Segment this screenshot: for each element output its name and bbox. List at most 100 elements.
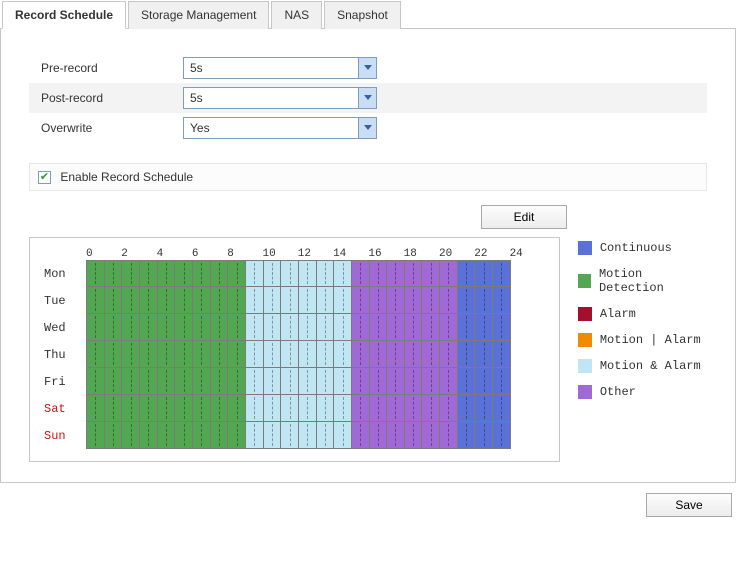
cell[interactable] bbox=[87, 368, 105, 395]
cell[interactable] bbox=[264, 287, 282, 314]
cell[interactable] bbox=[175, 260, 193, 287]
cell[interactable] bbox=[87, 260, 105, 287]
save-button[interactable]: Save bbox=[646, 493, 732, 517]
cell[interactable] bbox=[370, 395, 388, 422]
cell[interactable] bbox=[87, 422, 105, 449]
cell[interactable] bbox=[246, 395, 264, 422]
cell[interactable] bbox=[175, 287, 193, 314]
cell[interactable] bbox=[264, 314, 282, 341]
cell[interactable] bbox=[211, 422, 229, 449]
cell[interactable] bbox=[370, 260, 388, 287]
cell[interactable] bbox=[281, 287, 299, 314]
cell[interactable] bbox=[405, 260, 423, 287]
tab-snapshot[interactable]: Snapshot bbox=[324, 1, 401, 29]
cell[interactable] bbox=[299, 341, 317, 368]
cell[interactable] bbox=[352, 422, 370, 449]
checkbox-enable[interactable]: ✔ bbox=[38, 171, 51, 184]
cell[interactable] bbox=[228, 260, 246, 287]
cell[interactable] bbox=[317, 260, 335, 287]
cell[interactable] bbox=[405, 422, 423, 449]
select-post-record[interactable]: 5s bbox=[183, 87, 377, 109]
cell[interactable] bbox=[87, 287, 105, 314]
cell[interactable] bbox=[246, 260, 264, 287]
cell[interactable] bbox=[211, 341, 229, 368]
cell[interactable] bbox=[175, 368, 193, 395]
cell[interactable] bbox=[493, 260, 511, 287]
cell[interactable] bbox=[158, 395, 176, 422]
cell[interactable] bbox=[281, 422, 299, 449]
cell[interactable] bbox=[493, 368, 511, 395]
cell[interactable] bbox=[122, 341, 140, 368]
cell[interactable] bbox=[193, 314, 211, 341]
cell[interactable] bbox=[228, 368, 246, 395]
cell[interactable] bbox=[122, 287, 140, 314]
cell[interactable] bbox=[175, 422, 193, 449]
cell[interactable] bbox=[175, 314, 193, 341]
tab-nas[interactable]: NAS bbox=[271, 1, 322, 29]
cell[interactable] bbox=[105, 314, 123, 341]
cell[interactable] bbox=[458, 287, 476, 314]
cell[interactable] bbox=[352, 368, 370, 395]
cell[interactable] bbox=[352, 395, 370, 422]
select-pre-record[interactable]: 5s bbox=[183, 57, 377, 79]
cell[interactable] bbox=[422, 341, 440, 368]
cell[interactable] bbox=[246, 341, 264, 368]
cell[interactable] bbox=[228, 422, 246, 449]
cell[interactable] bbox=[246, 368, 264, 395]
cell[interactable] bbox=[246, 422, 264, 449]
cell[interactable] bbox=[158, 287, 176, 314]
cell[interactable] bbox=[387, 395, 405, 422]
cell[interactable] bbox=[370, 287, 388, 314]
cell[interactable] bbox=[193, 368, 211, 395]
cell[interactable] bbox=[264, 341, 282, 368]
cell[interactable] bbox=[140, 341, 158, 368]
cell[interactable] bbox=[475, 314, 493, 341]
cell[interactable] bbox=[352, 287, 370, 314]
cell[interactable] bbox=[211, 395, 229, 422]
cell[interactable] bbox=[334, 341, 352, 368]
cell[interactable] bbox=[122, 422, 140, 449]
cell[interactable] bbox=[352, 341, 370, 368]
cell[interactable] bbox=[281, 395, 299, 422]
cell[interactable] bbox=[458, 368, 476, 395]
cell[interactable] bbox=[87, 341, 105, 368]
cell[interactable] bbox=[334, 314, 352, 341]
cell[interactable] bbox=[193, 422, 211, 449]
edit-button[interactable]: Edit bbox=[481, 205, 567, 229]
cell[interactable] bbox=[158, 368, 176, 395]
cell[interactable] bbox=[405, 341, 423, 368]
cell[interactable] bbox=[105, 422, 123, 449]
cell[interactable] bbox=[211, 260, 229, 287]
cell[interactable] bbox=[246, 287, 264, 314]
cell[interactable] bbox=[387, 422, 405, 449]
cell[interactable] bbox=[352, 314, 370, 341]
cell[interactable] bbox=[158, 260, 176, 287]
cell[interactable] bbox=[228, 314, 246, 341]
cell[interactable] bbox=[281, 314, 299, 341]
cell[interactable] bbox=[458, 260, 476, 287]
cell[interactable] bbox=[370, 422, 388, 449]
cell[interactable] bbox=[334, 368, 352, 395]
cell[interactable] bbox=[475, 287, 493, 314]
cell[interactable] bbox=[140, 260, 158, 287]
cell[interactable] bbox=[317, 422, 335, 449]
cell[interactable] bbox=[405, 395, 423, 422]
cell[interactable] bbox=[387, 314, 405, 341]
cell[interactable] bbox=[317, 287, 335, 314]
cell[interactable] bbox=[299, 260, 317, 287]
cell[interactable] bbox=[475, 260, 493, 287]
cell[interactable] bbox=[458, 395, 476, 422]
cell[interactable] bbox=[458, 341, 476, 368]
cell[interactable] bbox=[122, 260, 140, 287]
cell[interactable] bbox=[352, 260, 370, 287]
cell[interactable] bbox=[475, 395, 493, 422]
cell[interactable] bbox=[387, 260, 405, 287]
cell[interactable] bbox=[370, 341, 388, 368]
cell[interactable] bbox=[493, 341, 511, 368]
cell[interactable] bbox=[422, 314, 440, 341]
cell[interactable] bbox=[422, 395, 440, 422]
tab-record-schedule[interactable]: Record Schedule bbox=[2, 1, 126, 29]
cell[interactable] bbox=[299, 314, 317, 341]
cell[interactable] bbox=[387, 341, 405, 368]
cell[interactable] bbox=[317, 314, 335, 341]
